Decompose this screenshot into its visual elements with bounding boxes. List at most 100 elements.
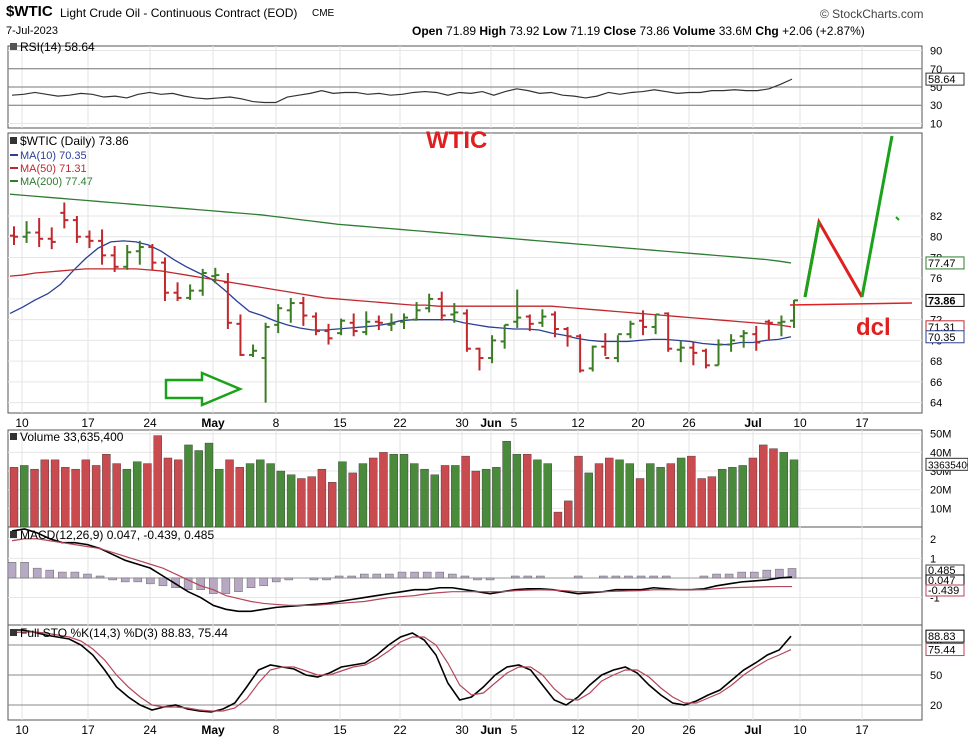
price-tick-label: 68 xyxy=(930,356,942,368)
macd-histogram-bar xyxy=(20,562,29,579)
macd-histogram-bar xyxy=(636,575,646,579)
volume-value-label: 33635400 xyxy=(928,460,968,471)
chg-label: Chg xyxy=(755,24,779,38)
macd-histogram-bar xyxy=(510,575,520,579)
exchange-label: CME xyxy=(312,8,335,19)
macd-histogram-bar xyxy=(737,571,746,579)
x-tick-label: Jun xyxy=(480,723,501,737)
dcl-level-line xyxy=(789,302,913,306)
sto-value-label: 88.83 xyxy=(928,631,956,643)
macd-histogram-bar xyxy=(7,562,17,579)
price-tick-label: 76 xyxy=(930,273,942,285)
ma200-line xyxy=(9,193,792,264)
date-label: 7-Jul-2023 xyxy=(6,25,58,37)
volume-bar xyxy=(625,463,634,528)
volume-bar xyxy=(656,467,665,528)
price-value-label: 73.86 xyxy=(928,295,956,307)
macd-histogram-bar xyxy=(209,577,218,594)
macd-value-label: -0.439 xyxy=(928,585,959,597)
chart-header: $WTIC Light Crude Oil - Continuous Contr… xyxy=(0,0,968,40)
volume-bar xyxy=(235,467,244,528)
volume-bar xyxy=(71,468,80,528)
macd-histogram-bar xyxy=(246,577,256,589)
macd-histogram-bar xyxy=(775,568,784,579)
rsi-tick-label: 10 xyxy=(930,118,942,130)
volume-bar xyxy=(91,465,101,528)
volume-bar xyxy=(471,470,481,528)
macd-value-label: 0.047 xyxy=(928,575,956,587)
macd-histogram-bar xyxy=(234,577,243,592)
price-tick-label: 82 xyxy=(930,211,942,223)
rsi-legend: RSI(14) 58.64 xyxy=(20,40,95,54)
volume-bar xyxy=(533,459,542,528)
x-tick-label: 12 xyxy=(571,723,585,737)
volume-bar xyxy=(81,459,91,528)
volume-bar xyxy=(30,468,39,528)
volume-bar xyxy=(759,444,768,528)
rsi-value-box xyxy=(925,72,965,86)
volume-bar xyxy=(697,478,706,528)
x-tick-label: Jul xyxy=(744,416,761,430)
close-value: 73.86 xyxy=(639,24,670,38)
volume-bar xyxy=(122,468,132,528)
volume-bar xyxy=(420,468,429,528)
volume-label: Volume xyxy=(672,24,716,38)
macd-histogram-bar xyxy=(724,573,734,579)
macd-histogram-bar xyxy=(45,569,54,579)
volume-value-box xyxy=(925,457,968,471)
volume-bar xyxy=(50,459,60,528)
macd-histogram-bar xyxy=(146,577,155,585)
macd-histogram-bar xyxy=(649,575,658,579)
volume-bar xyxy=(687,455,696,528)
macd-histogram-bar xyxy=(448,573,457,579)
macd-histogram-bar xyxy=(422,571,432,579)
x-tick-label: 24 xyxy=(143,723,157,737)
x-tick-label: 5 xyxy=(511,416,518,430)
close-label: Close xyxy=(603,24,637,38)
price-tick-label: 64 xyxy=(930,398,942,410)
macd-histogram-bar xyxy=(762,569,772,579)
volume-bar xyxy=(779,452,788,528)
macd-histogram-bar xyxy=(536,575,545,579)
macd-histogram-bar xyxy=(347,575,356,579)
rsi-legend-swatch xyxy=(10,43,17,50)
price-value-box xyxy=(925,330,965,344)
x-tick-label: 17 xyxy=(81,723,95,737)
price-tick-label: 80 xyxy=(930,232,942,244)
macd-histogram-bar xyxy=(171,577,180,589)
sto-value-label: 75.44 xyxy=(928,645,956,657)
volume-bar xyxy=(358,463,368,528)
volume-bar xyxy=(184,444,193,528)
x-tick-label: 10 xyxy=(15,416,29,430)
x-tick-label: Jul xyxy=(744,723,761,737)
volume-bar xyxy=(512,454,522,528)
chg-value: +2.06 (+2.87%) xyxy=(782,24,865,38)
brand-label: © StockCharts.com xyxy=(820,7,924,21)
volume-tick-label: 10M xyxy=(930,503,951,515)
dcl-annotation: dcl xyxy=(856,314,891,341)
macd-histogram-bar xyxy=(108,577,117,581)
volume-bar xyxy=(676,457,686,528)
x-tick-label: 24 xyxy=(143,416,157,430)
volume-bar xyxy=(102,454,111,528)
macd-histogram-bar xyxy=(750,571,759,579)
rsi-line xyxy=(11,78,793,104)
volume-bar xyxy=(153,435,162,528)
volume-bar xyxy=(307,476,316,528)
ma-legend-label: MA(50) 71.31 xyxy=(20,163,87,175)
volume-bar xyxy=(635,478,645,528)
x-tick-label: 22 xyxy=(393,416,407,430)
volume-bar xyxy=(769,448,778,528)
volume-bar xyxy=(256,459,265,528)
volume-bar xyxy=(379,452,388,528)
macd-histogram-bar xyxy=(599,575,608,579)
volume-bar xyxy=(522,454,532,528)
x-tick-label: 22 xyxy=(393,723,407,737)
macd-histogram-bar xyxy=(787,568,797,579)
macd-histogram-bar xyxy=(360,573,369,579)
ma50-line xyxy=(9,268,792,328)
x-tick-label: 20 xyxy=(631,416,645,430)
volume-bar xyxy=(399,454,409,528)
volume-bar xyxy=(143,463,152,528)
volume-bar xyxy=(481,468,491,528)
